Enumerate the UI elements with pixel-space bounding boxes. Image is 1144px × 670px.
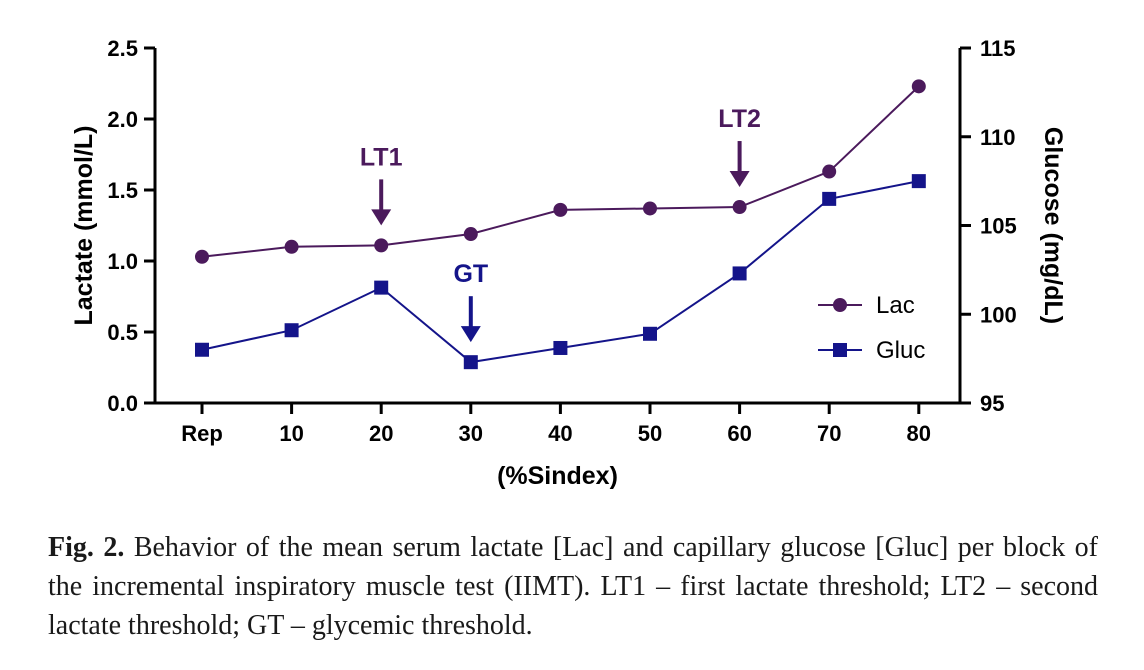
annotation-gt: GT <box>453 260 488 343</box>
data-point-gluc <box>284 323 299 338</box>
right-y-tick-label: 115 <box>980 36 1016 61</box>
data-point-gluc <box>374 280 389 295</box>
legend-label: Lac <box>876 292 915 319</box>
left-y-tick-label: 2.5 <box>107 36 138 61</box>
left-y-tick-label: 2.0 <box>107 107 138 132</box>
caption-text: Behavior of the mean serum lactate [Lac]… <box>48 532 1099 641</box>
left-y-tick-label: 0.0 <box>107 391 138 416</box>
legend-marker-gluc <box>833 343 847 357</box>
x-axis-title: (%Sindex) <box>497 462 618 490</box>
data-point-lac <box>374 238 389 253</box>
data-point-lac <box>732 200 747 215</box>
x-tick-label: Rep <box>181 421 223 446</box>
data-point-gluc <box>732 266 747 281</box>
series-gluc <box>195 174 926 370</box>
annotation-arrow-head <box>371 209 392 226</box>
annotation-label: GT <box>453 260 488 288</box>
data-point-gluc <box>463 355 478 370</box>
legend-label: Gluc <box>876 337 925 364</box>
annotation-arrow-head <box>460 326 481 343</box>
series-layer <box>195 79 926 370</box>
x-tick-label: 70 <box>817 421 841 446</box>
annotation-lt2: LT2 <box>718 105 761 188</box>
data-point-lac <box>553 202 568 217</box>
legend-item-lac: Lac <box>818 292 915 319</box>
annotation-label: LT2 <box>718 105 761 133</box>
legend-marker-lac <box>833 298 847 312</box>
annotation-label: LT1 <box>360 143 403 171</box>
data-point-gluc <box>643 326 657 341</box>
x-tick-label: 30 <box>459 421 483 446</box>
data-point-lac <box>822 164 837 179</box>
figure-chart: 0.0 0.5 1.0 1.5 2.0 2.5 95 100 105 110 115 Rep 10 20 3… <box>70 36 1067 490</box>
figure-caption: Fig. 2. Behavior of the mean serum lacta… <box>48 528 1098 645</box>
x-tick-label: 10 <box>279 421 303 446</box>
series-lac <box>195 79 926 264</box>
left-y-tick-label: 1.0 <box>107 249 138 274</box>
x-tick-label: 20 <box>369 421 393 446</box>
left-y-tick-label: 0.5 <box>107 320 138 345</box>
data-point-lac <box>284 239 299 254</box>
x-tick-label: 60 <box>727 421 751 446</box>
left-y-axis-title: Lactate (mmol/L) <box>70 125 98 325</box>
data-point-gluc <box>911 174 926 189</box>
x-tick-label: 50 <box>638 421 662 446</box>
right-y-tick-label: 95 <box>980 391 1004 416</box>
right-y-axis-title: Glucose (mg/dL) <box>1039 127 1067 324</box>
data-point-gluc <box>553 340 568 355</box>
annotations-layer: LT1 GT LT2 <box>360 105 761 343</box>
axes: 0.0 0.5 1.0 1.5 2.0 2.5 95 100 105 110 115 Rep 10 20 3… <box>70 36 1067 490</box>
legend: Lac Gluc <box>818 292 925 364</box>
x-tick-label: 80 <box>907 421 931 446</box>
series-line-lac <box>201 85 920 258</box>
data-point-gluc <box>195 342 209 357</box>
annotation-lt1: LT1 <box>360 143 403 226</box>
legend-item-gluc: Gluc <box>818 337 925 364</box>
x-tick-label: 40 <box>548 421 572 446</box>
left-y-tick-label: 1.5 <box>107 178 138 203</box>
right-y-tick-label: 105 <box>980 214 1017 239</box>
figure-label: Fig. 2. <box>48 532 125 563</box>
data-point-lac <box>463 227 478 242</box>
annotation-arrow-head <box>729 171 750 188</box>
data-point-gluc <box>822 191 837 206</box>
right-y-tick-label: 110 <box>980 125 1016 150</box>
data-point-lac <box>195 249 209 264</box>
right-y-tick-label: 100 <box>980 302 1017 327</box>
data-point-lac <box>643 201 657 216</box>
data-point-lac <box>911 79 926 94</box>
